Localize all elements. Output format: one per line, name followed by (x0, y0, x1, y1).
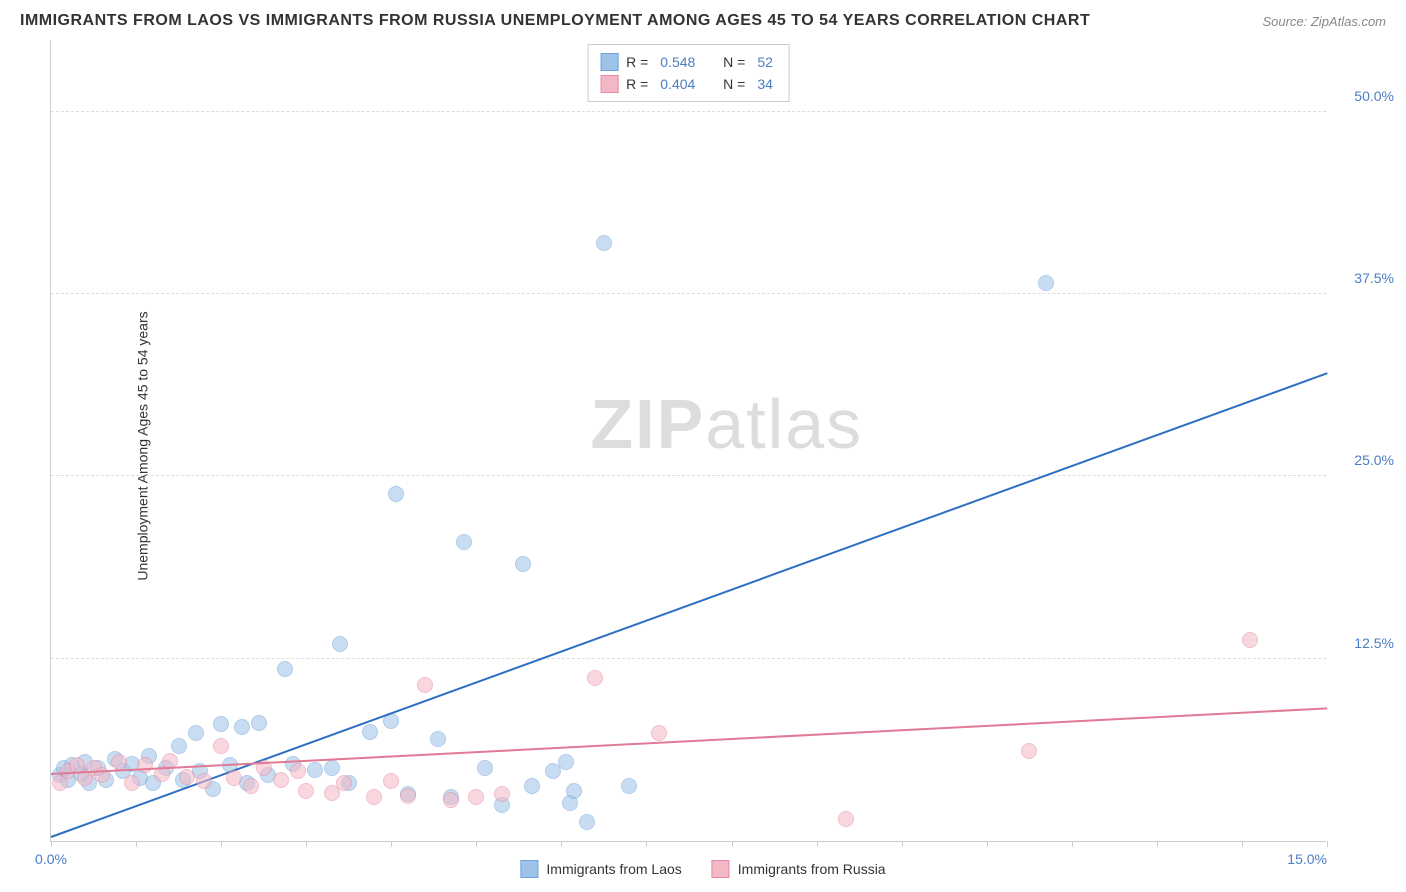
x-tick-label: 0.0% (35, 851, 67, 867)
legend-row: R = 0.404 N = 34 (600, 73, 777, 95)
scatter-point (243, 778, 259, 794)
chart-title: IMMIGRANTS FROM LAOS VS IMMIGRANTS FROM … (20, 12, 1090, 30)
x-tick (221, 841, 222, 847)
scatter-point (587, 670, 603, 686)
series-legend: Immigrants from Laos Immigrants from Russ… (520, 860, 885, 878)
scatter-point (188, 725, 204, 741)
scatter-point (566, 783, 582, 799)
x-tick (51, 841, 52, 847)
x-tick (902, 841, 903, 847)
scatter-point (226, 770, 242, 786)
legend-row: R = 0.548 N = 52 (600, 51, 777, 73)
x-tick (136, 841, 137, 847)
x-tick (391, 841, 392, 847)
scatter-point (251, 715, 267, 731)
scatter-point (558, 754, 574, 770)
scatter-point (324, 760, 340, 776)
gridline (51, 111, 1326, 112)
scatter-point (111, 754, 127, 770)
legend-n-value: 34 (757, 76, 773, 92)
watermark: ZIPatlas (590, 384, 863, 464)
legend-r-label: R = (626, 76, 648, 92)
scatter-point (307, 762, 323, 778)
scatter-point (277, 661, 293, 677)
scatter-point (362, 724, 378, 740)
legend-n-label: N = (723, 54, 745, 70)
legend-r-label: R = (626, 54, 648, 70)
scatter-point (430, 731, 446, 747)
scatter-point (456, 534, 472, 550)
legend-series-item: Immigrants from Laos (520, 860, 681, 878)
trend-line (51, 372, 1328, 838)
scatter-point (838, 811, 854, 827)
scatter-point (468, 789, 484, 805)
scatter-point (234, 719, 250, 735)
legend-series-item: Immigrants from Russia (712, 860, 886, 878)
legend-n-label: N = (723, 76, 745, 92)
scatter-point (579, 814, 595, 830)
x-tick (646, 841, 647, 847)
scatter-point (273, 772, 289, 788)
legend-series-label: Immigrants from Laos (546, 861, 681, 877)
scatter-point (515, 556, 531, 572)
gridline (51, 293, 1326, 294)
scatter-point (137, 757, 153, 773)
scatter-point (1038, 275, 1054, 291)
x-tick (1327, 841, 1328, 847)
scatter-point (298, 783, 314, 799)
scatter-point (336, 775, 352, 791)
gridline (51, 658, 1326, 659)
y-tick-label: 37.5% (1354, 270, 1394, 286)
y-tick-label: 12.5% (1354, 635, 1394, 651)
x-tick (1072, 841, 1073, 847)
scatter-point (388, 486, 404, 502)
legend-r-value: 0.548 (660, 54, 695, 70)
scatter-point (651, 725, 667, 741)
x-tick-label: 15.0% (1287, 851, 1327, 867)
chart-plot-area: ZIPatlas R =0.548 N =52R =0.404 N =34 12… (50, 40, 1326, 842)
legend-n-value: 52 (757, 54, 773, 70)
legend-swatch (600, 53, 618, 71)
scatter-point (1242, 632, 1258, 648)
scatter-point (171, 738, 187, 754)
x-tick (817, 841, 818, 847)
legend-swatch (600, 75, 618, 93)
scatter-point (494, 786, 510, 802)
scatter-point (596, 235, 612, 251)
scatter-point (477, 760, 493, 776)
scatter-point (290, 763, 306, 779)
scatter-point (332, 636, 348, 652)
scatter-point (124, 775, 140, 791)
x-tick (476, 841, 477, 847)
legend-series-label: Immigrants from Russia (738, 861, 886, 877)
legend-r-value: 0.404 (660, 76, 695, 92)
scatter-point (443, 792, 459, 808)
scatter-point (366, 789, 382, 805)
x-tick (987, 841, 988, 847)
scatter-point (213, 716, 229, 732)
x-tick (561, 841, 562, 847)
source-attribution: Source: ZipAtlas.com (1262, 14, 1386, 29)
y-tick-label: 50.0% (1354, 88, 1394, 104)
gridline (51, 475, 1326, 476)
x-tick (732, 841, 733, 847)
legend-swatch (520, 860, 538, 878)
x-tick (1242, 841, 1243, 847)
scatter-point (621, 778, 637, 794)
scatter-point (417, 677, 433, 693)
x-tick (1157, 841, 1158, 847)
scatter-point (383, 773, 399, 789)
scatter-point (196, 773, 212, 789)
scatter-point (524, 778, 540, 794)
scatter-point (213, 738, 229, 754)
x-tick (306, 841, 307, 847)
scatter-point (179, 769, 195, 785)
correlation-legend: R = 0.548 N = 52 R = 0.404 N = 34 (587, 44, 790, 102)
y-tick-label: 25.0% (1354, 452, 1394, 468)
scatter-point (1021, 743, 1037, 759)
scatter-point (400, 788, 416, 804)
legend-swatch (712, 860, 730, 878)
